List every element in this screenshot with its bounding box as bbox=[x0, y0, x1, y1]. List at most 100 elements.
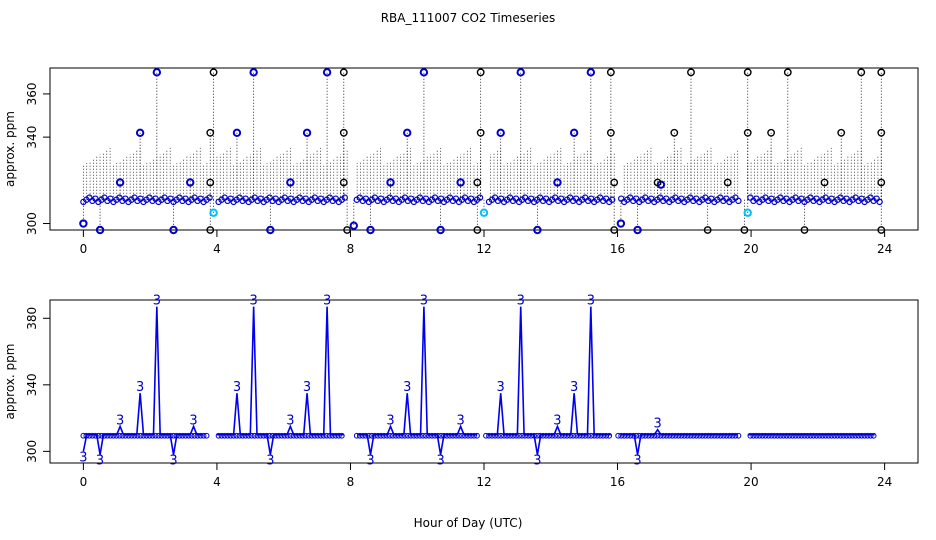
x-tick-label: 16 bbox=[610, 242, 625, 256]
data-point bbox=[239, 432, 246, 439]
data-point bbox=[771, 432, 778, 439]
data-point bbox=[828, 432, 835, 439]
data-point bbox=[486, 432, 492, 439]
data-point bbox=[209, 68, 218, 77]
data-point bbox=[591, 432, 598, 439]
data-point bbox=[858, 432, 865, 439]
y-axis-label: approx. ppm bbox=[3, 344, 17, 420]
data-point bbox=[119, 432, 126, 439]
data-point bbox=[155, 432, 162, 439]
data-point bbox=[642, 432, 649, 439]
data-point bbox=[248, 432, 255, 439]
data-point bbox=[281, 432, 288, 439]
data-point bbox=[759, 432, 766, 439]
data-point bbox=[349, 221, 358, 230]
data-point bbox=[743, 128, 752, 137]
data-point bbox=[308, 432, 315, 439]
data-point bbox=[326, 432, 333, 439]
data-point bbox=[717, 432, 724, 439]
data-point bbox=[564, 432, 571, 439]
data-point bbox=[293, 432, 300, 439]
data-point bbox=[687, 432, 694, 439]
data-point bbox=[792, 432, 799, 439]
x-tick-label: 4 bbox=[213, 475, 221, 489]
data-point bbox=[549, 432, 556, 439]
peak-label: 3 bbox=[266, 454, 274, 469]
plot-frame bbox=[49, 299, 919, 464]
data-point bbox=[732, 432, 739, 439]
data-point bbox=[359, 432, 366, 439]
data-point bbox=[861, 432, 868, 439]
data-point bbox=[516, 68, 525, 77]
data-point bbox=[311, 432, 318, 439]
data-point bbox=[624, 432, 631, 439]
data-point bbox=[528, 432, 534, 439]
data-point bbox=[287, 432, 294, 439]
data-point bbox=[232, 128, 242, 138]
data-point bbox=[522, 432, 528, 439]
data-point bbox=[218, 432, 225, 439]
data-point bbox=[586, 68, 596, 77]
data-point bbox=[616, 219, 626, 228]
data-point bbox=[152, 432, 159, 439]
peak-label: 3 bbox=[497, 380, 505, 395]
data-point bbox=[594, 432, 601, 439]
data-point bbox=[543, 432, 549, 439]
data-point bbox=[186, 178, 195, 187]
data-point bbox=[317, 432, 324, 439]
data-point bbox=[98, 432, 105, 439]
data-point bbox=[179, 432, 186, 439]
data-point bbox=[639, 432, 646, 439]
data-point bbox=[747, 432, 754, 439]
data-point bbox=[206, 194, 213, 201]
data-point bbox=[339, 68, 348, 77]
peak-label: 3 bbox=[96, 454, 104, 469]
data-point bbox=[221, 432, 228, 439]
data-point bbox=[122, 432, 129, 439]
data-point bbox=[753, 432, 760, 439]
data-point bbox=[266, 225, 275, 235]
data-point bbox=[398, 432, 405, 439]
data-point bbox=[269, 432, 276, 439]
data-point bbox=[407, 432, 414, 439]
data-point bbox=[496, 128, 505, 138]
data-point bbox=[606, 68, 615, 77]
data-point bbox=[447, 432, 453, 439]
x-tick-label: 4 bbox=[213, 242, 221, 256]
data-point bbox=[525, 432, 531, 439]
data-point bbox=[169, 225, 178, 235]
data-point bbox=[495, 432, 501, 439]
data-point bbox=[687, 68, 695, 77]
data-point bbox=[203, 432, 210, 439]
data-point bbox=[654, 432, 661, 439]
data-point bbox=[79, 219, 88, 228]
data-point bbox=[341, 194, 348, 201]
data-point bbox=[606, 128, 615, 137]
data-point bbox=[456, 178, 465, 187]
data-point bbox=[750, 432, 757, 439]
data-point bbox=[720, 432, 727, 439]
data-point bbox=[729, 432, 736, 439]
data-point bbox=[669, 432, 676, 439]
data-point bbox=[395, 432, 402, 439]
data-point bbox=[610, 226, 619, 234]
data-point bbox=[877, 178, 886, 187]
data-point bbox=[200, 432, 207, 439]
data-point bbox=[377, 432, 384, 439]
data-point bbox=[747, 194, 754, 201]
data-point bbox=[444, 432, 450, 439]
data-point bbox=[800, 226, 809, 234]
data-point bbox=[89, 432, 96, 439]
data-point bbox=[663, 432, 670, 439]
data-point bbox=[140, 432, 147, 439]
data-point bbox=[870, 432, 877, 439]
data-point bbox=[585, 432, 592, 439]
data-point bbox=[699, 432, 706, 439]
data-point bbox=[820, 178, 829, 187]
data-point bbox=[633, 225, 642, 235]
data-point bbox=[740, 226, 749, 234]
data-point bbox=[296, 432, 303, 439]
data-point bbox=[714, 432, 721, 439]
data-point bbox=[423, 432, 429, 439]
data-point bbox=[774, 432, 781, 439]
